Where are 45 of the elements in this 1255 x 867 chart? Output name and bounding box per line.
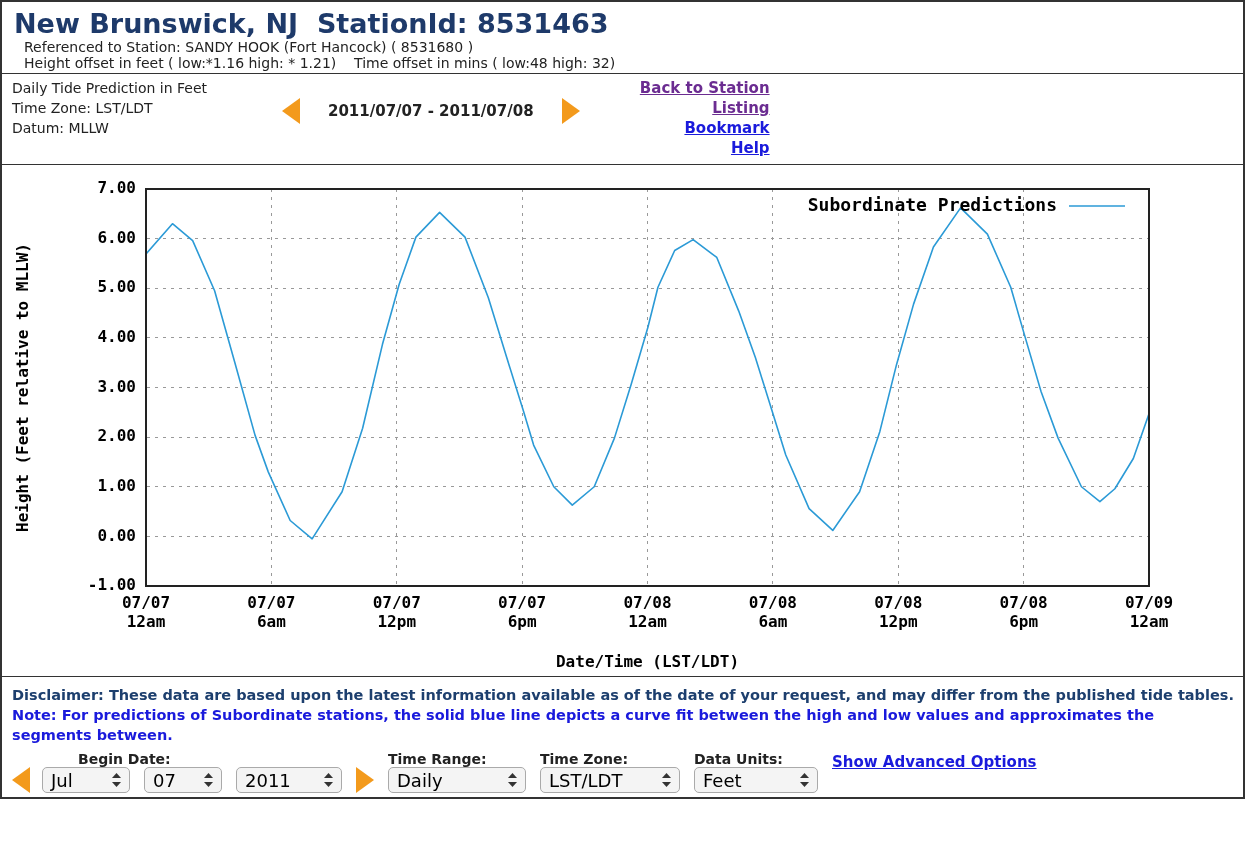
y-tick-label: 3.00	[97, 376, 136, 396]
text: Height offset in feet ( low:*1.16 high: * 1.21) Time offset in mins ( low:48 high: 32)	[23, 55, 617, 71]
text: Bookmark	[683, 118, 770, 138]
text: Data Units:	[694, 751, 784, 767]
text: 2011	[245, 769, 291, 791]
x-tick-label: 07/07 6am	[247, 592, 296, 631]
text: Jul	[51, 769, 73, 791]
text: Daily	[397, 769, 443, 791]
chart-subtitle: Referenced to Station: SANDY HOOK (Fort Hancock) ( 8531680 )	[23, 39, 475, 55]
y-tick-label: 5.00	[97, 277, 136, 297]
legend-label: Subordinate Predictions	[807, 193, 1057, 215]
x-tick-label: 07/07 6pm	[498, 592, 547, 631]
y-tick-label: 0.00	[97, 525, 136, 545]
text: Show Advanced Options	[832, 753, 1037, 771]
text: Help	[729, 138, 770, 158]
text: LST/LDT	[549, 769, 623, 791]
chart-title: New Brunswick, NJ StationId: 8531463	[14, 8, 610, 39]
x-tick-label: 07/08 6am	[748, 592, 797, 631]
y-tick-label: 2.00	[97, 426, 136, 446]
text: Feet	[703, 769, 742, 791]
y-tick-label: 1.00	[97, 475, 136, 495]
text: Time Zone: LST/LDT	[12, 99, 154, 118]
text: Begin Date:	[78, 751, 172, 767]
y-tick-label: -1.00	[87, 575, 136, 595]
text: Datum: MLLW	[12, 119, 110, 138]
text: Time Zone:	[540, 751, 630, 767]
text: 2011/07/07 - 2011/07/08	[328, 102, 534, 120]
x-axis-title: Date/Time (LST/LDT)	[555, 651, 740, 671]
x-tick-label: 07/08 6pm	[999, 592, 1048, 631]
x-tick-label: 07/08 12am	[623, 592, 672, 631]
text: 07	[153, 769, 176, 791]
text: Back to Station	[638, 78, 770, 98]
x-tick-label: 07/09 12am	[1124, 592, 1174, 631]
text: Time Range:	[388, 751, 488, 767]
y-tick-label: 4.00	[97, 327, 136, 347]
y-axis-title: Height (Feet relative to MLLW)	[12, 243, 32, 532]
text: Daily Tide Prediction in Feet	[12, 79, 209, 98]
x-tick-label: 07/08 12pm	[874, 592, 923, 631]
y-tick-label: 6.00	[97, 227, 136, 247]
text: Note: For predictions of Subordinate stations, the solid blue line depicts a curve fit between the high and low values and approximates the segments between.	[12, 706, 1156, 745]
text: Listing	[711, 98, 770, 118]
x-tick-label: 07/07 12pm	[372, 592, 421, 631]
text: Disclaimer: These data are based upon the latest information available as of the date of your request, and may differ from the published tide tables.	[12, 686, 1235, 705]
x-tick-label: 07/07 12am	[121, 592, 171, 631]
y-tick-label: 7.00	[97, 178, 136, 198]
